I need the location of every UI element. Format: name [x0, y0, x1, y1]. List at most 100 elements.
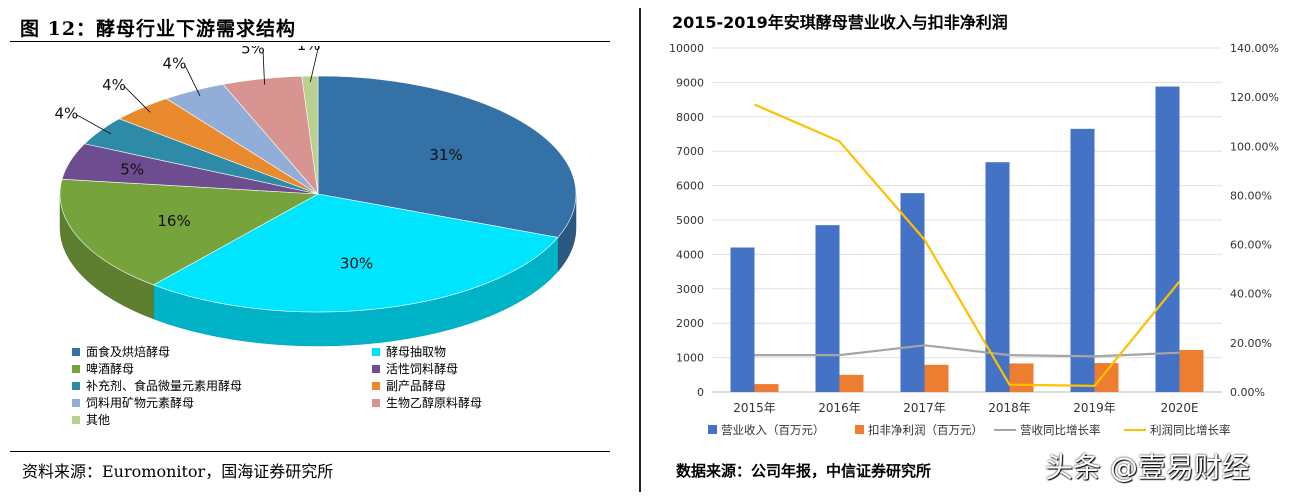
pie-leader-line-6: [184, 64, 201, 96]
legend-label: 副产品酵母: [386, 379, 447, 393]
bar-source-note: 数据来源：公司年报，中信证券研究所: [676, 462, 932, 480]
right-axis-tick-label: 100.00%: [1230, 140, 1279, 153]
bar-1-4: [1094, 363, 1119, 392]
legend-swatch: [72, 415, 80, 424]
pie-leader-line-7: [262, 49, 265, 85]
bar-0-0: [730, 247, 755, 392]
bar-0-5: [1155, 86, 1180, 392]
left-axis-tick-label: 4000: [676, 248, 704, 261]
right-axis-tick-label: 40.00%: [1230, 288, 1272, 301]
bar-0-4: [1070, 128, 1095, 392]
left-axis-tick-label: 2000: [676, 317, 704, 330]
pie-legend-item: 副产品酵母: [372, 377, 446, 394]
right-axis-tick-label: 140.00%: [1230, 42, 1279, 55]
pie-figure-panel: 图 12：酵母行业下游需求结构 31% 30% 16% 5% 4% 4% 4% 5% 1% 面食…: [0, 0, 630, 496]
pie-label-5: 4%: [102, 76, 126, 94]
right-axis-tick-label: 0.00%: [1230, 386, 1265, 399]
legend-label: 营收同比增长率: [1020, 423, 1101, 437]
legend-label: 面食及烘焙酵母: [86, 345, 171, 359]
bar-figure-panel: 2015-2019年安琪酵母营业收入与扣非净利润 0 1000 2000 3000 40…: [650, 0, 1306, 496]
legend-label: 酵母抽取物: [386, 345, 447, 359]
pie-legend-item: 生物乙醇原料酵母: [372, 394, 482, 411]
pie-legend-item: 面食及烘焙酵母: [72, 343, 170, 360]
x-tick-label: 2018年: [988, 401, 1031, 415]
legend-swatch: [72, 381, 80, 390]
legend-label: 活性饲料酵母: [386, 362, 459, 376]
pie-label-7: 5%: [241, 46, 265, 58]
legend-label: 补充剂、食品微量元素用酵母: [86, 379, 243, 393]
legend-swatch: [372, 364, 380, 373]
pie-legend-item: 补充剂、食品微量元素用酵母: [72, 377, 242, 394]
bar-1-5: [1179, 350, 1204, 392]
left-axis-tick-label: 8000: [676, 111, 704, 124]
pie-legend-item: 活性饲料酵母: [372, 360, 458, 377]
pie-leader-line-5: [123, 85, 151, 113]
x-tick-label: 2020E: [1160, 401, 1198, 415]
panel-divider: [639, 8, 641, 492]
bar-1-0: [754, 384, 779, 392]
left-axis-tick-label: 3000: [676, 283, 704, 296]
pie-chart: 31% 30% 16% 5% 4% 4% 4% 5% 1%: [54, 46, 577, 347]
left-axis-tick-label: 10000: [669, 42, 704, 55]
right-axis-tick-label: 120.00%: [1230, 91, 1279, 104]
source-rule: [10, 451, 610, 452]
lines: [754, 103, 1181, 387]
pie-figure-title: 图 12：酵母行业下游需求结构: [20, 18, 297, 40]
legend-swatch: [372, 381, 380, 390]
bar-1-1: [839, 374, 864, 392]
left-axis-tick-label: 5000: [676, 214, 704, 227]
pie-label-2: 16%: [157, 212, 190, 230]
pie-legend-item: 其他: [72, 411, 110, 428]
legend-label: 营业收入（百万元）: [721, 423, 825, 437]
legend-swatch: [72, 364, 80, 373]
bar-chart-title: 2015-2019年安琪酵母营业收入与扣非净利润: [672, 13, 1008, 32]
combo-legend: 营业收入（百万元） 扣非净利润（百万元） 营收同比增长率 利润同比增长率: [708, 423, 1231, 437]
pie-slice-1: [152, 193, 559, 313]
pie-slice-2: [59, 178, 320, 286]
legend-label: 其他: [86, 413, 111, 427]
pie-slice-0: [317, 75, 577, 238]
legend-swatch: [72, 398, 80, 407]
legend-swatch: [72, 347, 80, 356]
pie-legend-item: 啤酒酵母: [72, 360, 134, 377]
pie-labels: 31% 30% 16% 5% 4% 4% 4% 5% 1%: [54, 46, 463, 273]
pie-leader-line-4: [76, 114, 112, 135]
pie-slices: [59, 75, 577, 313]
bars: [730, 86, 1204, 392]
left-axis-tick-label: 0: [697, 386, 704, 399]
bar-0-1: [815, 225, 840, 392]
gridlines: [712, 47, 1222, 393]
line-series-1: [754, 103, 1181, 387]
x-tick-label: 2015年: [733, 401, 776, 415]
legend-swatch: [855, 425, 864, 434]
legend-label: 扣非净利润（百万元）: [868, 423, 983, 437]
legend-label: 啤酒酵母: [86, 362, 135, 376]
legend-label: 生物乙醇原料酵母: [386, 396, 483, 410]
pie-label-8: 1%: [297, 46, 321, 54]
legend-label: 利润同比增长率: [1150, 423, 1231, 437]
x-tick-label: 2019年: [1073, 401, 1116, 415]
left-axis-tick-label: 6000: [676, 180, 704, 193]
pie-slice-8: [301, 75, 319, 195]
left-axis-tick-label: 7000: [676, 145, 704, 158]
legend-swatch: [372, 347, 380, 356]
left-axis-tick-label: 1000: [676, 352, 704, 365]
legend-swatch: [708, 425, 717, 434]
combo-chart: 0 1000 2000 3000 4000 5000 6000 7000 8000 9000 100…: [669, 42, 1279, 437]
pie-label-6: 4%: [163, 54, 187, 72]
pie-legend-item: 饲料用矿物元素酵母: [72, 394, 194, 411]
watermark-text: 头条 @壹易财经: [1045, 451, 1250, 484]
line-series-0: [754, 344, 1180, 358]
bar-0-3: [985, 162, 1010, 392]
bar-1-2: [924, 364, 949, 392]
pie-label-0: 31%: [429, 146, 462, 164]
pie-legend-item: 酵母抽取物: [372, 343, 446, 360]
pie-source-note: 资料来源：Euromonitor，国海证券研究所: [22, 462, 334, 481]
right-axis-tick-label: 60.00%: [1230, 239, 1272, 252]
left-axis-tick-label: 9000: [676, 76, 704, 89]
legend-label: 饲料用矿物元素酵母: [86, 396, 195, 410]
bar-1-3: [1009, 363, 1034, 392]
pie-label-1: 30%: [340, 255, 373, 273]
pie-leader-line-8: [309, 46, 320, 83]
title-rule: [10, 41, 610, 42]
